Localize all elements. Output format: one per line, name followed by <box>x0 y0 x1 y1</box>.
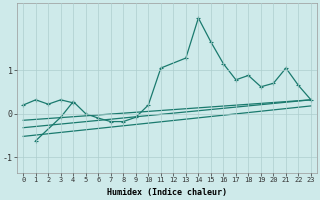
X-axis label: Humidex (Indice chaleur): Humidex (Indice chaleur) <box>107 188 227 197</box>
